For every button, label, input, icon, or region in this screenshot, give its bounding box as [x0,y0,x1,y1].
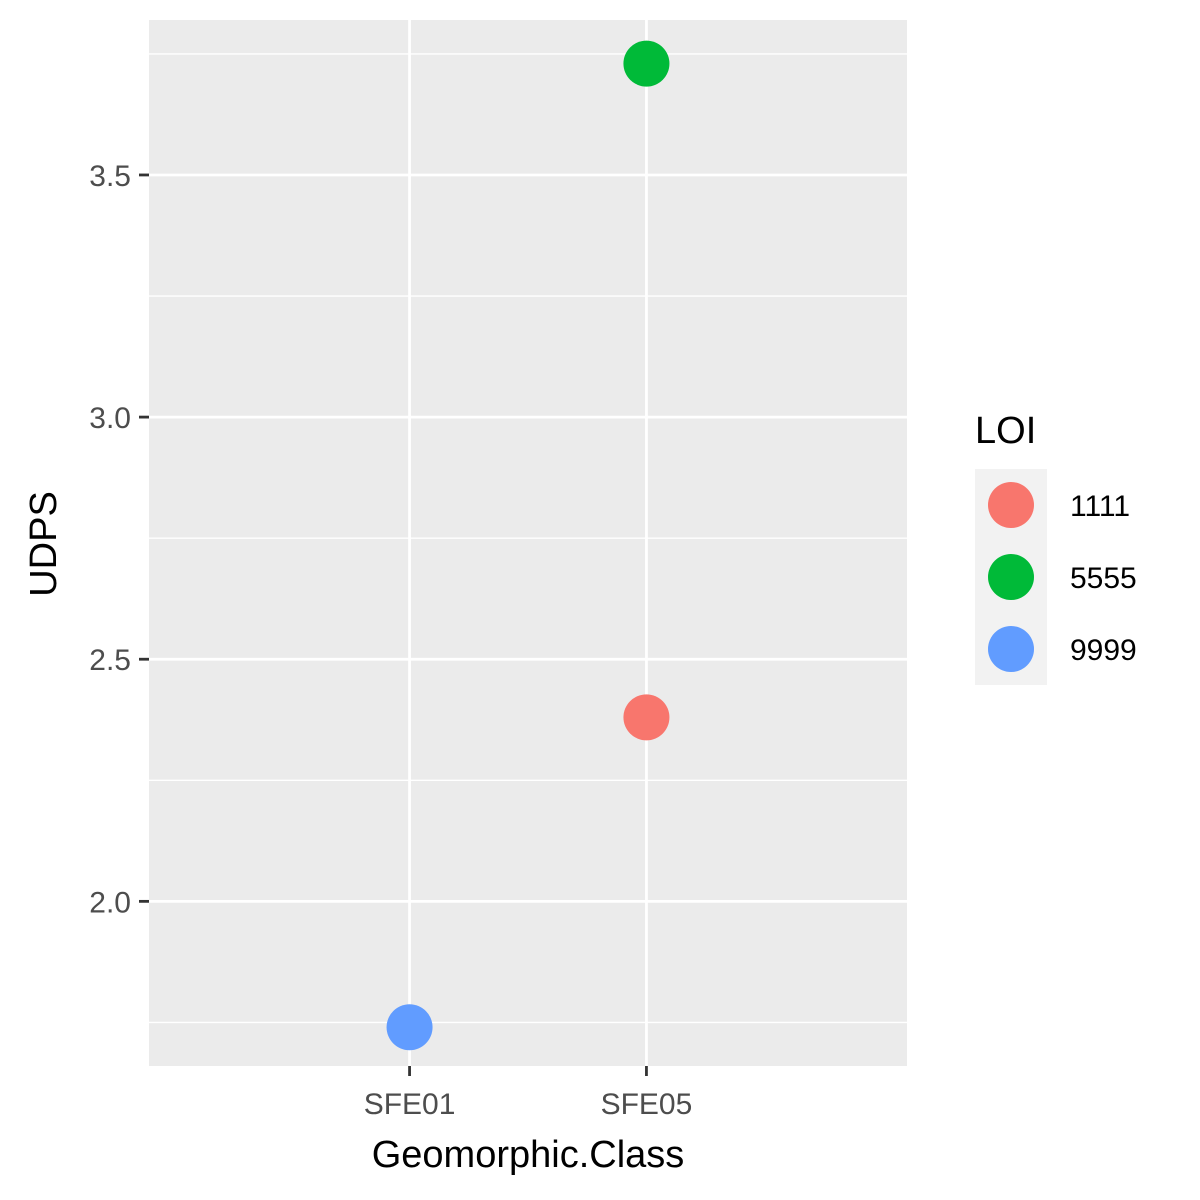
data-point [623,694,670,741]
data-point [386,1004,433,1051]
grid-minor [149,53,907,1024]
y-tick-label: 3.5 [89,160,131,193]
x-axis: SFE01 SFE05 [364,1066,693,1121]
legend-label: 5555 [1070,562,1137,595]
legend-label: 9999 [1070,634,1137,667]
legend[interactable]: LOI 1111 5555 9999 [975,410,1137,685]
y-axis-title: UDPS [23,491,65,597]
data-point [623,40,670,87]
y-tick-label: 2.0 [89,886,131,919]
y-axis: 2.0 2.5 3.0 3.5 [89,160,149,919]
x-tick-label: SFE01 [364,1088,456,1121]
x-tick-label: SFE05 [601,1088,693,1121]
legend-label: 1111 [1070,490,1130,523]
data-points [386,40,670,1051]
legend-key [988,554,1034,600]
legend-entries: 1111 5555 9999 [988,482,1137,672]
legend-key [988,626,1034,672]
y-tick-label: 2.5 [89,644,131,677]
x-axis-title: Geomorphic.Class [372,1134,685,1176]
grid-major [149,20,907,1066]
legend-key [988,482,1034,528]
legend-title: LOI [975,410,1036,452]
plot-panel [149,20,907,1066]
y-tick-label: 3.0 [89,402,131,435]
